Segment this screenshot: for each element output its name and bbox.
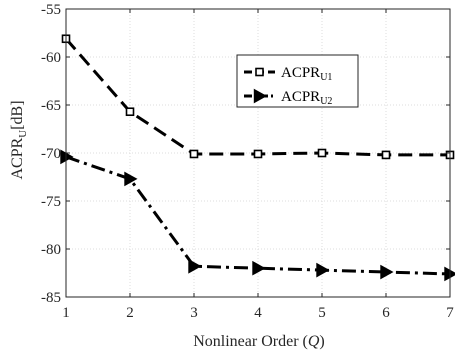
legend-label: ACPRU2 — [281, 89, 332, 107]
x-axis-label: Nonlinear Order (Q) — [193, 333, 325, 350]
x-tick-label: 4 — [254, 305, 262, 321]
x-tick-labels: 1 2 3 4 5 6 7 — [62, 305, 454, 321]
legend-label: ACPRU1 — [281, 65, 332, 83]
x-tick-label: 1 — [62, 305, 70, 321]
x-tick-label: 6 — [382, 305, 390, 321]
legend-marker — [255, 67, 264, 77]
data-point — [124, 171, 138, 187]
data-point — [188, 258, 202, 274]
x-tick-label: 5 — [318, 305, 326, 321]
data-point — [316, 262, 330, 278]
data-point — [189, 149, 199, 159]
data-point — [125, 107, 135, 117]
x-tick-label: 3 — [190, 305, 198, 321]
y-tick-label: -65 — [41, 98, 61, 114]
series-u2 — [60, 149, 455, 282]
legend-marker — [253, 88, 268, 104]
x-tick-label: 7 — [446, 305, 454, 321]
data-point — [252, 260, 266, 276]
y-tick-label: -70 — [41, 146, 61, 162]
ticks — [65, 8, 451, 298]
x-tick-label: 2 — [126, 305, 134, 321]
data-point — [317, 148, 327, 158]
y-tick-label: -60 — [41, 50, 61, 66]
data-point — [60, 149, 74, 165]
data-point — [253, 149, 263, 159]
data-point — [381, 150, 391, 160]
data-point — [380, 264, 394, 280]
y-axis-label: ACPRU[dB] — [9, 100, 29, 179]
legend: ACPRU1 ACPRU2 — [236, 54, 359, 108]
y-tick-label: -80 — [41, 242, 61, 258]
y-tick-labels: -55 -60 -65 -70 -75 -80 -85 — [41, 2, 61, 306]
y-tick-label: -75 — [41, 194, 61, 210]
y-tick-label: -55 — [41, 2, 61, 18]
y-tick-label: -85 — [41, 290, 61, 306]
